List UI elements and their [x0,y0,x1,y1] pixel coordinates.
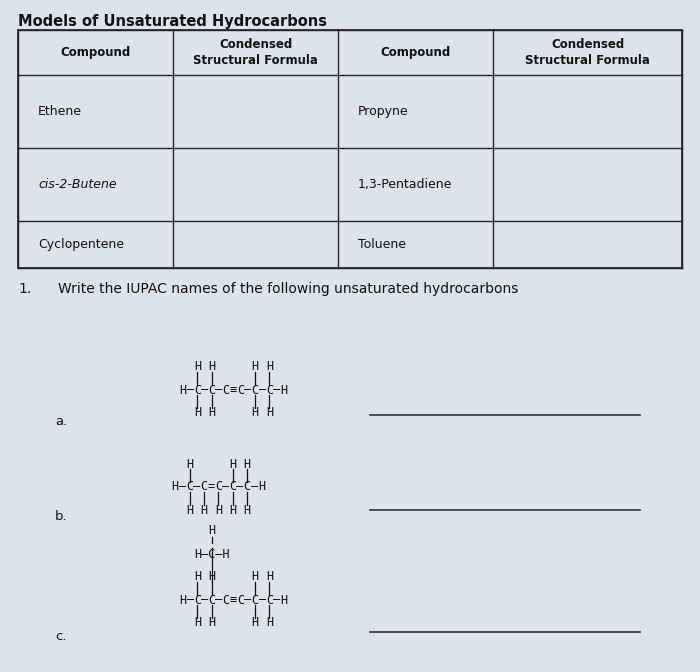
Text: a.: a. [55,415,67,428]
Text: H: H [251,407,258,419]
Text: ≡: ≡ [230,384,237,396]
Text: H: H [280,384,288,396]
Text: H: H [251,616,258,630]
Text: H: H [172,480,178,493]
Text: C: C [266,593,273,607]
Text: H: H [244,503,251,517]
Text: H: H [208,360,216,374]
Text: –: – [273,593,280,607]
Text: Condensed
Structural Formula: Condensed Structural Formula [193,38,318,67]
Text: H–C–H: H–C–H [194,548,230,560]
Text: C: C [244,480,251,493]
Text: H: H [208,407,216,419]
Text: H: H [179,384,187,396]
Text: Toluene: Toluene [358,238,406,251]
Text: –: – [178,480,186,493]
Text: c.: c. [55,630,66,643]
Text: H: H [266,407,273,419]
Text: H: H [194,407,201,419]
Text: C: C [194,593,201,607]
Text: H: H [266,360,273,374]
Text: H: H [208,571,216,583]
Text: C: C [223,384,230,396]
Text: Ethene: Ethene [38,105,82,118]
Text: Compound: Compound [60,46,131,59]
Text: Propyne: Propyne [358,105,409,118]
Text: C: C [229,480,237,493]
Text: H: H [266,616,273,630]
Text: ≡: ≡ [230,593,237,607]
Text: H: H [186,458,193,470]
Text: H: H [194,571,201,583]
Text: H: H [244,458,251,470]
Text: Compound: Compound [380,46,451,59]
Text: H: H [258,480,265,493]
Text: –: – [258,384,266,396]
Text: b.: b. [55,510,68,523]
Text: H: H [251,360,258,374]
Text: cis-2-Butene: cis-2-Butene [38,178,117,191]
Text: C: C [223,593,230,607]
Text: –: – [216,593,223,607]
Text: H: H [186,503,193,517]
Text: C: C [251,384,258,396]
Text: –: – [244,384,251,396]
Text: C: C [266,384,273,396]
Text: –: – [251,480,258,493]
Text: C: C [208,384,216,396]
Text: –: – [222,480,229,493]
Text: –: – [187,593,194,607]
Text: –: – [193,480,200,493]
Text: H: H [194,360,201,374]
Text: Cyclopentene: Cyclopentene [38,238,124,251]
Text: –: – [273,384,280,396]
Text: H: H [208,616,216,630]
Text: H: H [208,525,216,538]
Text: C: C [186,480,193,493]
Text: 1,3-Pentadiene: 1,3-Pentadiene [358,178,452,191]
Text: H: H [229,458,237,470]
Text: Write the IUPAC names of the following unsaturated hydrocarbons: Write the IUPAC names of the following u… [58,282,519,296]
Text: H: H [266,571,273,583]
Text: –: – [237,480,244,493]
Text: –: – [216,384,223,396]
Text: –: – [201,593,208,607]
Text: H: H [179,593,187,607]
Text: =: = [208,480,215,493]
Text: –: – [244,593,251,607]
Text: –: – [187,384,194,396]
Text: C: C [215,480,222,493]
Text: C: C [208,593,216,607]
Text: –: – [258,593,266,607]
Bar [18,30,682,268]
Text: C: C [251,593,258,607]
Text: Models of Unsaturated Hydrocarbons: Models of Unsaturated Hydrocarbons [18,14,327,29]
Text: C: C [237,593,244,607]
Text: H: H [194,616,201,630]
Text: C: C [200,480,208,493]
Text: C: C [194,384,201,396]
Text: H: H [215,503,222,517]
Text: H: H [229,503,237,517]
Text: Condensed
Structural Formula: Condensed Structural Formula [525,38,650,67]
Text: H: H [280,593,288,607]
Text: 1.: 1. [18,282,32,296]
Text: –: – [201,384,208,396]
Text: C: C [237,384,244,396]
Text: H: H [200,503,208,517]
Text: H: H [251,571,258,583]
